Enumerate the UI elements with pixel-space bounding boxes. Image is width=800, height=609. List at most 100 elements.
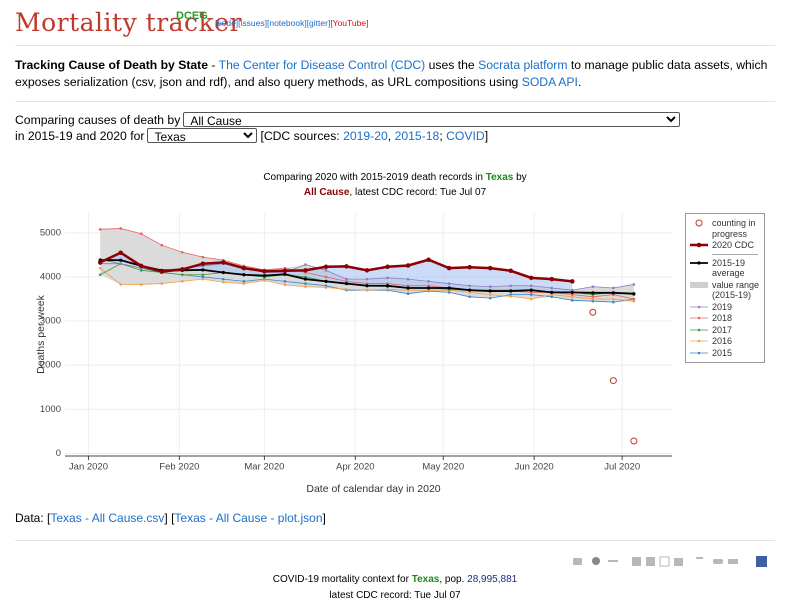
data-point [570, 290, 574, 295]
legend-item[interactable]: 2020 CDC [686, 240, 764, 251]
data-point [119, 258, 123, 262]
plotly-logo[interactable] [756, 556, 767, 567]
data-point [344, 281, 349, 286]
text: ] [ [164, 511, 175, 525]
legend-item[interactable]: 2016 [686, 336, 764, 347]
legend-swatch [690, 242, 708, 248]
data-point [488, 296, 492, 300]
link[interactable]: The Center for Disease Control (CDC) [218, 58, 426, 72]
legend-item[interactable]: 2019 [686, 302, 764, 313]
data-point [304, 275, 307, 279]
data-point [138, 263, 144, 269]
data-point [139, 283, 143, 286]
label: in 2015-19 and 2020 for [15, 128, 145, 143]
link[interactable]: COVID [446, 128, 485, 143]
legend-item[interactable]: counting in progress [686, 218, 764, 239]
legend-swatch [690, 305, 708, 308]
link[interactable]: 2019-20 [343, 128, 388, 143]
legend-item[interactable]: 2015-19 average [686, 258, 764, 279]
legend-label: 2015-19 average [712, 257, 746, 279]
data-point [303, 277, 308, 281]
data-point [488, 289, 492, 293]
hover-icon[interactable] [713, 559, 723, 564]
data-point [591, 299, 595, 303]
data-point [488, 293, 492, 296]
spike-icon[interactable] [696, 557, 703, 559]
link[interactable]: [issues] [238, 18, 267, 28]
data-point [570, 295, 574, 299]
data-point [406, 284, 410, 288]
legend-item[interactable]: 2015 [686, 348, 764, 359]
data-point [591, 295, 595, 299]
swatch [697, 328, 701, 331]
data-point [488, 285, 492, 288]
pan-icon[interactable] [608, 560, 618, 562]
data-point [282, 268, 288, 274]
data-point [98, 266, 102, 270]
link[interactable]: [gitter] [306, 18, 331, 28]
y-tick-label: 5000 [40, 227, 61, 238]
data-point [509, 295, 513, 298]
data-point [467, 264, 472, 270]
zoom-out-icon[interactable] [646, 557, 655, 566]
data-point [632, 299, 636, 303]
state-select[interactable]: Texas [147, 128, 258, 143]
data-point [528, 275, 534, 281]
legend-item[interactable]: value range (2015-19) [686, 280, 764, 301]
y-tick-label: 1000 [40, 404, 61, 415]
data-point [119, 262, 123, 266]
camera-icon[interactable] [573, 558, 582, 565]
toolbar [573, 556, 767, 567]
state-control: in 2015-19 and 2020 for Texas [CDC sourc… [15, 128, 488, 143]
data-point [283, 283, 287, 287]
data-point [324, 269, 328, 272]
text: to manage public data assets, which expo… [15, 58, 768, 89]
data-point [509, 289, 513, 293]
y-tick-label: 0 [56, 448, 61, 459]
data-point [386, 287, 389, 291]
link[interactable]: Texas - All Cause - plot.json [174, 511, 323, 525]
data-point [160, 243, 164, 247]
autoscale-icon[interactable] [659, 556, 670, 567]
data-point [509, 284, 513, 288]
link[interactable]: SODA API [521, 75, 578, 89]
text: Data: [ [15, 511, 51, 525]
legend-item[interactable]: 2018 [686, 313, 764, 324]
home-icon[interactable] [674, 558, 683, 566]
subtitle-line: All Cause, latest CDC record: Tue Jul 07 [0, 185, 790, 200]
cause-select[interactable]: All Cause [183, 112, 681, 127]
text: , pop. [439, 574, 468, 585]
data-point [612, 300, 615, 304]
series-line [99, 251, 573, 283]
swatch [697, 351, 701, 354]
data-point [529, 297, 533, 301]
compare-icon[interactable] [728, 559, 738, 564]
zoom-in-icon[interactable] [632, 557, 641, 566]
divider [15, 45, 775, 46]
title-line: Comparing 2020 with 2015-2019 death reco… [0, 170, 790, 185]
link[interactable]: [code] [215, 18, 239, 28]
text: - [208, 58, 219, 72]
data-point [201, 277, 205, 281]
data-point [324, 275, 328, 279]
link[interactable]: [notebook] [266, 18, 307, 28]
data-point [447, 291, 451, 294]
data-point [98, 273, 102, 277]
data-point [242, 282, 246, 285]
data-point [98, 228, 102, 231]
legend-label: counting in progress [712, 218, 756, 239]
legend-item[interactable]: 2017 [686, 325, 764, 336]
link[interactable]: Texas - All Cause.csv [50, 511, 165, 525]
link[interactable]: Socrata platform [478, 58, 568, 72]
swatch [695, 219, 703, 227]
link[interactable]: [YouTube] [330, 18, 369, 28]
legend-swatch [690, 328, 708, 331]
data-point [97, 260, 103, 265]
data-point [632, 297, 636, 301]
y-axis-title: Deaths per week [35, 294, 47, 374]
link[interactable]: 2015-18 [394, 128, 440, 143]
data-point [508, 268, 513, 274]
zoom-icon[interactable] [592, 557, 600, 565]
data-point [180, 280, 184, 283]
